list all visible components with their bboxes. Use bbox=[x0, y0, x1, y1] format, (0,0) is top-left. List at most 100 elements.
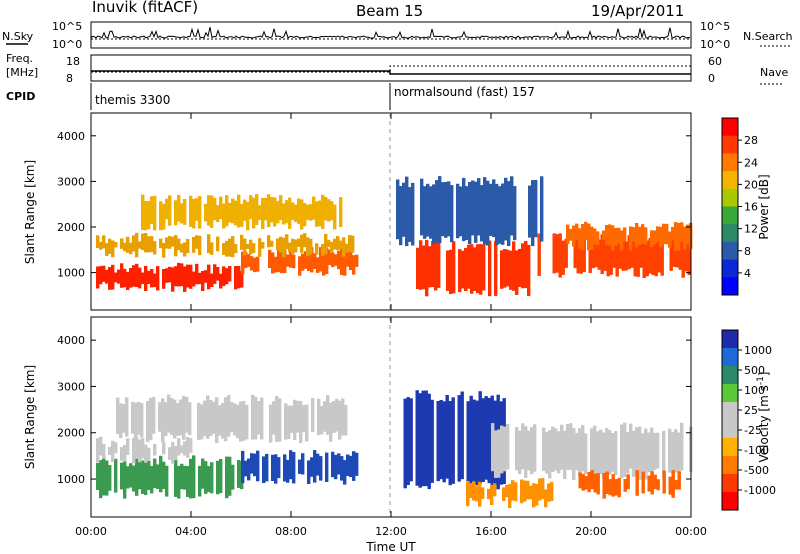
power-cell bbox=[498, 186, 502, 244]
velocity-cell bbox=[611, 433, 615, 472]
power-cell bbox=[597, 239, 601, 270]
power-cell bbox=[240, 234, 244, 250]
velocity-cell bbox=[547, 483, 551, 502]
power-cell bbox=[117, 269, 121, 284]
power-cell bbox=[510, 176, 514, 236]
power-cell bbox=[150, 269, 154, 288]
power-cell bbox=[486, 180, 490, 246]
velocity-cell bbox=[620, 424, 624, 479]
velocity-cell bbox=[326, 395, 330, 435]
velocity-cell bbox=[466, 401, 470, 481]
velocity-cell bbox=[671, 470, 675, 498]
power-cell bbox=[192, 271, 196, 287]
velocity-cell bbox=[590, 428, 594, 477]
velocity-cell bbox=[310, 457, 314, 477]
power-cell bbox=[461, 250, 465, 289]
power-cell bbox=[252, 197, 256, 229]
power-cell bbox=[303, 203, 307, 227]
velocity-cell bbox=[134, 402, 138, 443]
velocity-cell bbox=[494, 430, 498, 478]
power-cell bbox=[656, 226, 660, 242]
velocity-colorbar-swatch bbox=[722, 474, 738, 493]
power-cell bbox=[337, 250, 341, 270]
power-cell bbox=[267, 235, 271, 248]
power-cell bbox=[531, 180, 535, 247]
power-cell bbox=[345, 243, 349, 253]
velocity-cell bbox=[550, 482, 554, 501]
velocity-cell bbox=[239, 401, 243, 442]
velocity-cell bbox=[307, 460, 311, 484]
power-cell bbox=[474, 181, 478, 243]
velocity-cell bbox=[298, 459, 302, 474]
power-cell bbox=[300, 199, 304, 230]
velocity-cell bbox=[162, 461, 166, 489]
velocity-cell bbox=[451, 397, 455, 484]
velocity-cell bbox=[131, 401, 135, 434]
power-cell bbox=[306, 237, 310, 257]
velocity-colorbar-swatch bbox=[722, 420, 738, 439]
power-cell bbox=[582, 238, 586, 273]
nsky-label: N.Sky bbox=[2, 30, 34, 43]
power-colorbar-tick-label: 4 bbox=[744, 267, 751, 280]
power-cell bbox=[330, 201, 334, 221]
power-colorbar-swatch bbox=[722, 241, 738, 261]
power-cell bbox=[324, 196, 328, 221]
power-cell bbox=[671, 226, 675, 241]
power-colorbar-tick-label: 20 bbox=[744, 178, 758, 191]
velocity-colorbar-tick-label: -1000 bbox=[744, 484, 776, 497]
power-cell bbox=[521, 243, 525, 289]
velocity-cell bbox=[334, 454, 338, 480]
power-colorbar-label: Power [dB] bbox=[757, 174, 771, 239]
velocity-cell bbox=[605, 428, 609, 475]
velocity-cell bbox=[545, 431, 549, 474]
velocity-cell bbox=[677, 432, 681, 472]
power-cell bbox=[198, 235, 202, 256]
velocity-cell bbox=[237, 460, 241, 488]
velocity-cell bbox=[635, 470, 639, 496]
power-cell bbox=[256, 256, 260, 272]
velocity-cell bbox=[472, 481, 476, 501]
power-cell bbox=[527, 244, 531, 297]
power-cell bbox=[408, 187, 412, 242]
velocity-cell bbox=[445, 395, 449, 479]
velocity-cell bbox=[457, 395, 461, 482]
power-cell bbox=[432, 184, 436, 244]
power-cell bbox=[528, 185, 532, 238]
velocity-cell bbox=[99, 460, 103, 499]
velocity-cell bbox=[316, 453, 320, 476]
power-cell bbox=[450, 185, 454, 243]
power-ytick-label: 2000 bbox=[57, 221, 85, 234]
power-cell bbox=[431, 241, 435, 287]
velocity-cell bbox=[524, 426, 528, 478]
velocity-colorbar-tick-label: -100 bbox=[744, 444, 769, 457]
velocity-cell bbox=[262, 456, 266, 483]
power-cell bbox=[310, 247, 314, 273]
power-cell bbox=[480, 185, 484, 242]
power-cell bbox=[614, 228, 618, 246]
velocity-cell bbox=[132, 465, 136, 492]
x-tick-label: 04:00 bbox=[175, 525, 207, 538]
power-cell bbox=[653, 230, 657, 245]
power-cell bbox=[477, 178, 481, 236]
power-cell bbox=[177, 262, 181, 287]
power-cell bbox=[611, 225, 615, 251]
velocity-cell bbox=[581, 473, 585, 491]
power-cell bbox=[638, 226, 642, 245]
velocity-cell bbox=[180, 463, 184, 490]
power-cell bbox=[593, 228, 597, 245]
velocity-cell bbox=[302, 405, 306, 433]
velocity-cell bbox=[505, 485, 509, 498]
power-cell bbox=[301, 253, 305, 271]
velocity-cell bbox=[626, 431, 630, 474]
power-cell bbox=[645, 240, 649, 277]
power-colorbar-tick-label: 28 bbox=[744, 134, 758, 147]
power-cell bbox=[240, 270, 244, 288]
velocity-cell bbox=[617, 478, 621, 498]
velocity-cell bbox=[301, 453, 305, 475]
velocity-cell bbox=[265, 453, 269, 482]
power-cell bbox=[636, 233, 640, 277]
power-cell bbox=[349, 247, 353, 271]
power-cell bbox=[174, 200, 178, 226]
power-cell bbox=[468, 182, 472, 245]
power-cell bbox=[153, 195, 157, 231]
